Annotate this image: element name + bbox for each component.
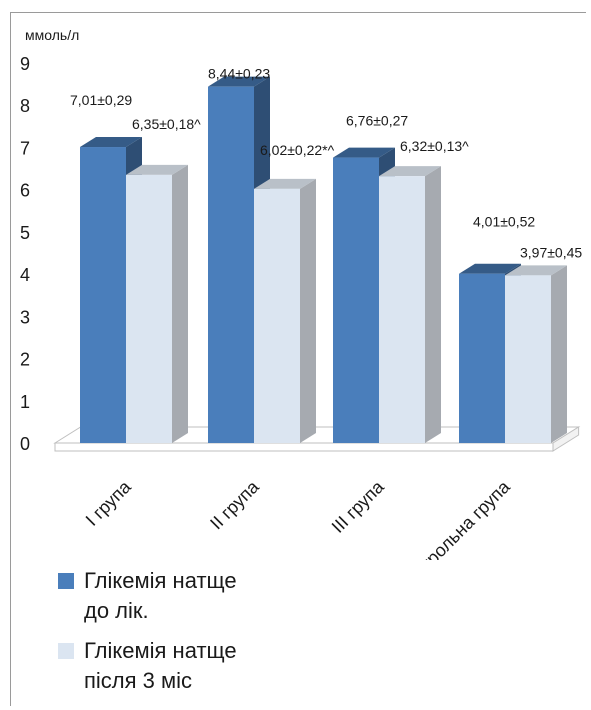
x-tick-label: Контрольна група (395, 476, 515, 560)
bar-side (300, 178, 316, 444)
y-axis-label: ммоль/л (25, 27, 79, 43)
y-tick-label: 0 (20, 434, 30, 454)
bar-top (208, 76, 270, 87)
bar-top (80, 137, 142, 148)
bar-top (126, 164, 188, 175)
legend-swatch-before (58, 573, 74, 589)
bar (80, 147, 126, 443)
data-label: 8,44±0,23 (208, 66, 270, 82)
x-tick-label: I група (82, 476, 136, 530)
bar-side (425, 166, 441, 443)
y-tick-label: 5 (20, 223, 30, 243)
data-label: 4,01±0,52 (473, 214, 535, 230)
y-tick-label: 7 (20, 138, 30, 158)
bar-side (172, 164, 188, 443)
legend-label-after-line1: Глікемія натще (84, 638, 237, 663)
legend-swatch-after (58, 643, 74, 659)
x-tick-label: II група (206, 476, 263, 533)
data-label: 7,01±0,29 (70, 92, 132, 108)
data-label: 6,32±0,13^ (400, 138, 469, 154)
legend-label-before-line1: Глікемія натще (84, 568, 237, 593)
chart-frame (10, 12, 586, 706)
bar-top (333, 147, 395, 158)
legend-label-after-line2: після 3 міс (84, 668, 193, 693)
legend-item-after: Глікемія натще після 3 міс (58, 636, 298, 696)
bar (254, 188, 300, 443)
y-tick-label: 8 (20, 96, 30, 116)
data-label: 6,76±0,27 (346, 113, 408, 129)
bar-top (459, 263, 521, 274)
bar (333, 157, 379, 444)
y-tick-label: 3 (20, 307, 30, 327)
bar (505, 275, 551, 443)
bar (459, 273, 505, 443)
x-tick-label: III група (328, 476, 389, 537)
bar (126, 174, 172, 443)
floor-side (552, 426, 580, 452)
y-tick-label: 2 (20, 350, 30, 370)
bar-top (379, 166, 441, 177)
legend: Глікемія натще до лік. Глікемія натще пі… (58, 566, 298, 706)
y-tick-label: 6 (20, 181, 30, 201)
bar-top (254, 178, 316, 189)
bar (208, 86, 254, 444)
bar-chart: 0 1 2 3 4 5 6 7 8 9 ммоль/л I група II група III груп… (20, 27, 582, 560)
data-label: 6,02±0,22*^ (260, 142, 335, 158)
bar-side (551, 265, 567, 443)
y-tick-label: 9 (20, 54, 30, 74)
legend-label-before-line2: до лік. (84, 598, 149, 623)
legend-item-before: Глікемія натще до лік. (58, 566, 298, 626)
bar (379, 176, 425, 443)
bar-top (505, 265, 567, 276)
data-label: 3,97±0,45 (520, 244, 582, 260)
floor-front (54, 442, 554, 452)
y-tick-label: 4 (20, 265, 30, 285)
data-label: 6,35±0,18^ (132, 116, 201, 132)
y-tick-label: 1 (20, 392, 30, 412)
